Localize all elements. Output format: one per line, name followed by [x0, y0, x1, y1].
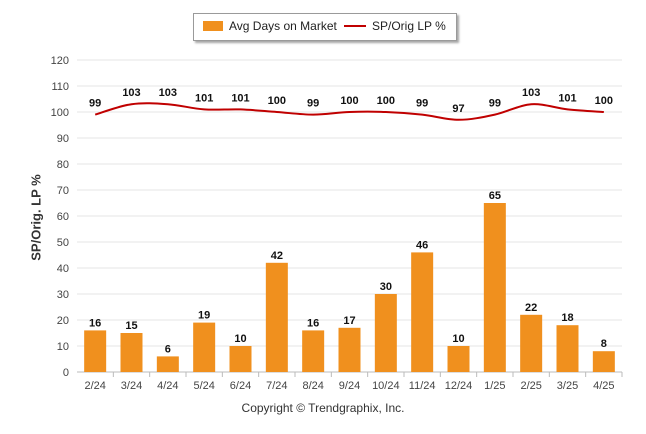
y-tick-label: 30 — [57, 289, 69, 301]
line-value-label: 99 — [307, 98, 319, 110]
line-value-label: 97 — [452, 103, 464, 115]
bar-value-label: 16 — [307, 317, 319, 329]
line-value-label: 101 — [558, 92, 576, 104]
bar-value-label: 16 — [89, 317, 101, 329]
legend-line-label: SP/Orig LP % — [372, 19, 446, 33]
x-tick-label: 3/25 — [557, 380, 578, 392]
x-tick-label: 2/25 — [520, 380, 541, 392]
bar — [338, 327, 361, 372]
x-tick-label: 7/24 — [266, 380, 287, 392]
bar-value-label: 30 — [380, 281, 392, 293]
bar — [84, 330, 107, 372]
x-tick-label: 9/24 — [339, 380, 360, 392]
y-tick-label: 0 — [63, 367, 69, 379]
x-tick-label: 4/24 — [157, 380, 178, 392]
bar — [374, 294, 397, 372]
bar-value-label: 8 — [601, 338, 607, 350]
bar — [156, 356, 179, 372]
series-line-sp-orig-lp — [94, 102, 604, 121]
y-tick-label: 70 — [57, 185, 69, 197]
y-axis-label: SP/Orig. LP % — [28, 174, 44, 261]
y-tick-label: 60 — [57, 211, 69, 223]
bar — [229, 346, 252, 372]
bar — [120, 333, 143, 372]
line-value-label: 100 — [595, 95, 613, 107]
x-tick-label: 2/24 — [84, 380, 105, 392]
bar-value-label: 18 — [561, 312, 573, 324]
line-value-label: 100 — [377, 95, 395, 107]
y-tick-label: 100 — [51, 107, 69, 119]
y-tick-label: 120 — [51, 55, 69, 67]
bar-value-label: 15 — [125, 320, 137, 332]
line-value-label: 101 — [195, 92, 213, 104]
y-tick-label: 40 — [57, 263, 69, 275]
bar-value-label: 46 — [416, 239, 428, 251]
x-tick-label: 4/25 — [593, 380, 614, 392]
y-tick-label: 20 — [57, 315, 69, 327]
y-tick-label: 90 — [57, 133, 69, 145]
bar — [411, 252, 434, 372]
legend-item-bar: Avg Days on Market — [203, 19, 337, 33]
line-value-label: 103 — [522, 87, 540, 99]
bar — [520, 314, 543, 372]
bar-value-label: 22 — [525, 302, 537, 314]
bar — [302, 330, 325, 372]
bar — [265, 262, 288, 372]
line-value-label: 103 — [159, 87, 177, 99]
legend: Avg Days on Market SP/Orig LP % — [193, 13, 457, 41]
line-value-label: 103 — [122, 87, 140, 99]
legend-line-swatch — [344, 25, 366, 27]
x-tick-label: 8/24 — [302, 380, 323, 392]
copyright-text: Copyright © Trendgraphix, Inc. — [241, 401, 405, 415]
line-value-label: 99 — [89, 98, 101, 110]
y-tick-label: 80 — [57, 159, 69, 171]
bar-value-label: 19 — [198, 310, 210, 322]
line-value-label: 99 — [416, 98, 428, 110]
bar-value-label: 10 — [234, 333, 246, 345]
line-value-label: 100 — [268, 95, 286, 107]
x-tick-label: 1/25 — [484, 380, 505, 392]
legend-item-line: SP/Orig LP % — [344, 19, 446, 33]
x-tick-label: 10/24 — [372, 380, 400, 392]
line-value-label: 101 — [231, 92, 249, 104]
x-tick-label: 5/24 — [193, 380, 214, 392]
bar-value-label: 10 — [452, 333, 464, 345]
bar — [483, 203, 506, 372]
line-value-label: 99 — [489, 98, 501, 110]
y-tick-label: 10 — [57, 341, 69, 353]
y-tick-label: 110 — [51, 81, 69, 93]
bar — [193, 322, 216, 372]
legend-bar-label: Avg Days on Market — [229, 19, 337, 33]
x-tick-label: 12/24 — [445, 380, 473, 392]
x-tick-label: 11/24 — [409, 380, 436, 392]
bar-value-label: 17 — [343, 315, 355, 327]
bar-value-label: 42 — [271, 250, 283, 262]
bar-value-label: 6 — [165, 343, 171, 355]
bar — [556, 325, 579, 372]
legend-bar-swatch — [203, 21, 223, 31]
line-value-label: 100 — [340, 95, 358, 107]
x-tick-label: 3/24 — [121, 380, 142, 392]
bar — [447, 346, 470, 372]
y-tick-label: 50 — [57, 237, 69, 249]
bar — [592, 351, 615, 372]
bar-value-label: 65 — [489, 190, 501, 202]
x-tick-label: 6/24 — [230, 380, 251, 392]
